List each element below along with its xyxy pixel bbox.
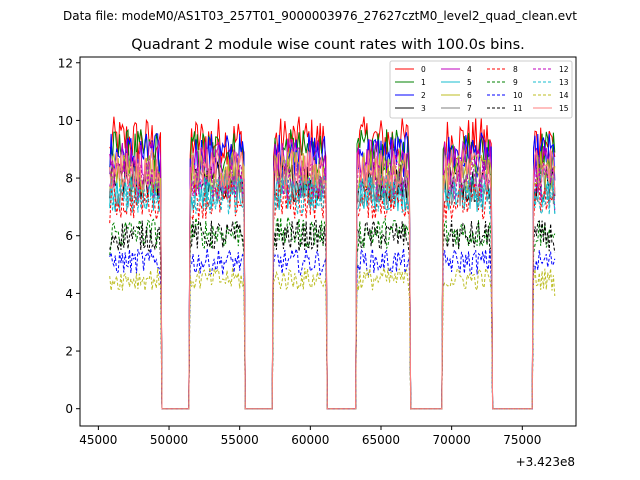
legend-label-15: 15 bbox=[559, 104, 569, 113]
plot-frame bbox=[79, 56, 577, 427]
legend-label-7: 7 bbox=[467, 104, 472, 113]
data-file-label: Data file: modeM0/AS1T03_257T01_90000039… bbox=[63, 9, 577, 23]
x-axis: 45000 50000 55000 60000 65000 70000 75000 bbox=[79, 426, 541, 447]
legend-label-10: 10 bbox=[513, 91, 523, 100]
x-tick-label: 75000 bbox=[503, 433, 541, 447]
y-tick-label: 10 bbox=[58, 114, 73, 128]
y-tick-label: 4 bbox=[65, 287, 73, 301]
legend-label-4: 4 bbox=[467, 65, 472, 74]
x-tick-label: 60000 bbox=[291, 433, 329, 447]
legend-label-14: 14 bbox=[559, 91, 569, 100]
legend-label-2: 2 bbox=[421, 91, 426, 100]
legend-label-0: 0 bbox=[421, 65, 426, 74]
legend-label-1: 1 bbox=[421, 78, 426, 87]
y-tick-label: 12 bbox=[58, 56, 73, 70]
x-tick-label: 65000 bbox=[362, 433, 400, 447]
legend-label-6: 6 bbox=[467, 91, 472, 100]
legend-label-12: 12 bbox=[559, 65, 569, 74]
y-tick-label: 2 bbox=[65, 345, 73, 359]
x-offset-label: +3.423e8 bbox=[516, 455, 575, 469]
legend-label-11: 11 bbox=[513, 104, 523, 113]
x-tick-label: 70000 bbox=[433, 433, 471, 447]
y-axis: 0 2 4 6 8 10 12 bbox=[58, 56, 80, 416]
legend-box bbox=[389, 60, 573, 119]
legend-label-13: 13 bbox=[559, 78, 569, 87]
y-tick-label: 6 bbox=[65, 229, 73, 243]
y-tick-label: 0 bbox=[65, 402, 73, 416]
y-tick-label: 8 bbox=[65, 172, 73, 186]
legend-label-3: 3 bbox=[421, 104, 426, 113]
series-line-15 bbox=[109, 147, 556, 410]
x-tick-label: 55000 bbox=[221, 433, 259, 447]
legend-label-8: 8 bbox=[513, 65, 518, 74]
legend-label-5: 5 bbox=[467, 78, 472, 87]
x-tick-label: 50000 bbox=[150, 433, 188, 447]
x-tick-label: 45000 bbox=[79, 433, 117, 447]
series-layer bbox=[109, 116, 556, 410]
chart-title: Quadrant 2 module wise count rates with … bbox=[131, 37, 525, 53]
legend-label-9: 9 bbox=[513, 78, 518, 87]
